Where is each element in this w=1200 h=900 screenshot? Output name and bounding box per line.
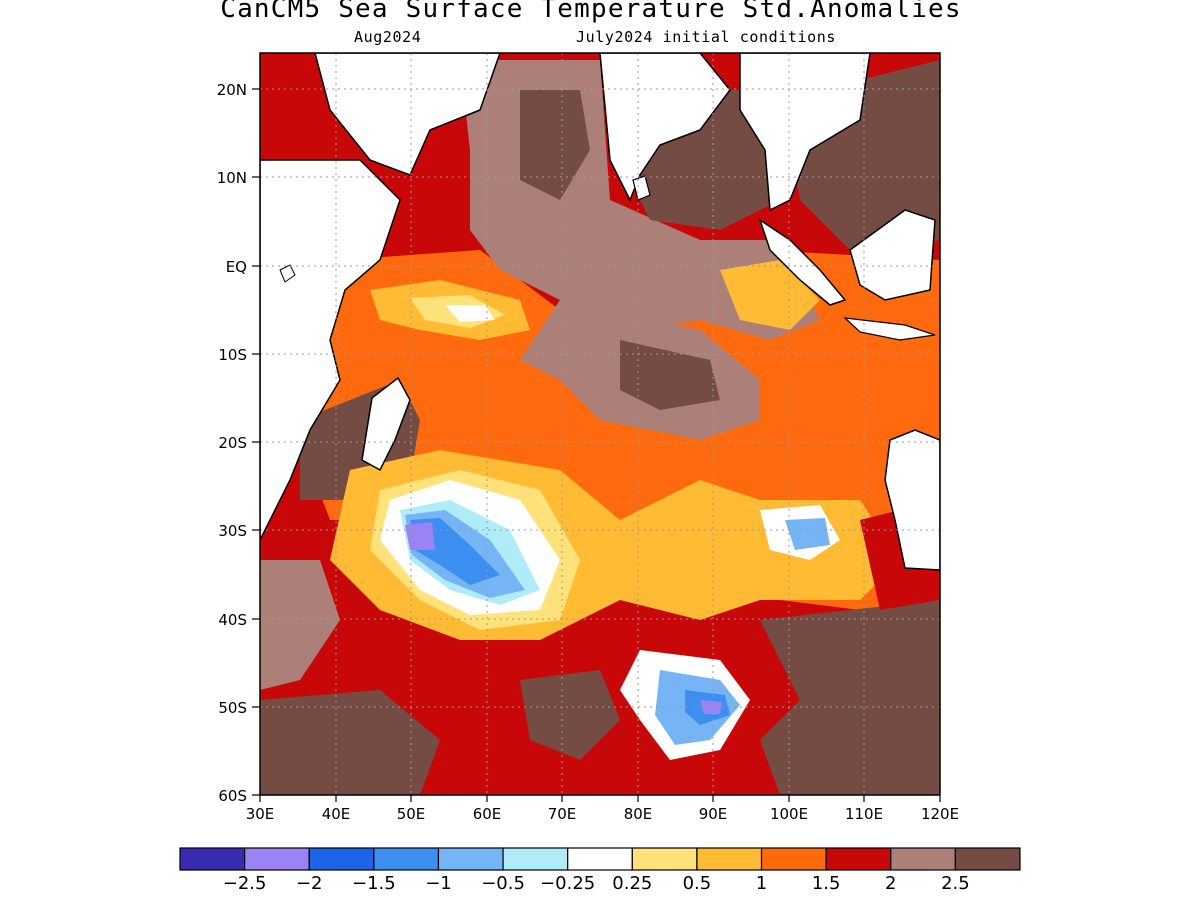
graticule [260,53,940,795]
colorbar-label: 2 [885,873,896,894]
colorbar-label: 0.25 [612,873,652,894]
land-borneo [849,209,936,301]
colorbar-swatch [954,847,1021,871]
colorbar-swatch [631,847,698,871]
anomaly-field [260,53,940,795]
field-darkbrown-arabian [520,90,590,200]
lat-label: 10S [218,346,247,364]
land-sumatra [758,218,847,306]
land-sri-lanka [632,175,651,201]
lat-label: 10N [217,169,247,187]
field-darkbrown-southeast [760,600,940,795]
colorbar-swatch [502,847,569,871]
colorbar: −2.5 −2 −1.5 −1 −0.5 −0.25 0.25 0.5 1 1.5 2 2.5 [179,847,1021,894]
lon-label: 80E [624,805,653,823]
colorbar-label: 1 [756,873,767,894]
lon-label: 50E [397,805,426,823]
land-madagascar [361,376,411,472]
colorbar-swatch [760,847,827,871]
field-yellow-east [720,260,820,330]
axis-ticks [252,88,941,802]
field-white-west [445,305,495,322]
lat-label: 40S [218,611,247,629]
valid-month-label: Aug2024 [354,28,422,46]
lat-label: 20N [217,81,247,99]
colorbar-swatch [244,847,310,871]
colorbar-swatch [308,847,375,871]
colorbar-swatch [373,847,440,871]
lat-label: 20S [218,434,247,452]
colorbar-swatch [825,847,892,871]
lon-label: 40E [322,805,351,823]
lon-label: 120E [921,805,959,823]
longitude-labels: 30E 40E 50E 60E 70E 80E 90E 100E 110E 12… [246,805,959,823]
colorbar-swatch [890,847,956,871]
field-darkbrown-south-mid [520,670,620,760]
latitude-labels: 20N 10N EQ 10S 20S 30S 40S 50S 60S [217,81,247,805]
land-india [599,53,731,202]
map-frame [259,52,941,796]
lat-label: EQ [226,258,247,276]
colorbar-label: −0.5 [481,873,525,894]
initial-conditions-label: July2024 initial conditions [576,28,837,46]
lon-label: 60E [473,805,502,823]
field-brown-southwest [260,560,340,690]
colorbar-label: −2 [296,873,323,894]
land-australia [884,429,940,571]
colorbar-swatch [437,847,504,871]
colorbar-label: −0.25 [540,873,595,894]
lon-label: 110E [845,805,883,823]
colorbar-swatch [179,847,246,871]
colorbar-label: 1.5 [812,873,841,894]
lat-label: 50S [218,699,247,717]
lon-label: 100E [770,805,808,823]
lon-label: 30E [246,805,275,823]
field-lightblue-east [785,518,830,550]
colorbar-label: −2.5 [223,873,267,894]
field-darkbrown-central [620,340,720,410]
colorbar-label: −1 [425,873,452,894]
colorbar-label: −1.5 [352,873,396,894]
lon-label: 90E [699,805,728,823]
field-darkbrown-southwest [260,690,440,795]
land-southeast-asia [739,53,871,212]
lat-label: 60S [218,787,247,805]
land-island-small [279,264,296,283]
lon-label: 70E [548,805,577,823]
land-africa [260,159,401,541]
field-violet-core [405,522,435,550]
map-title: CanCM5 Sea Surface Temperature Std.Anoma… [220,0,962,24]
colorbar-swatch [567,847,633,871]
colorbar-swatch [696,847,763,871]
colorbar-label: 0.5 [683,873,712,894]
lat-label: 30S [218,522,247,540]
land-java [843,317,936,341]
land-arabia [260,53,501,176]
colorbar-label: 2.5 [941,873,970,894]
